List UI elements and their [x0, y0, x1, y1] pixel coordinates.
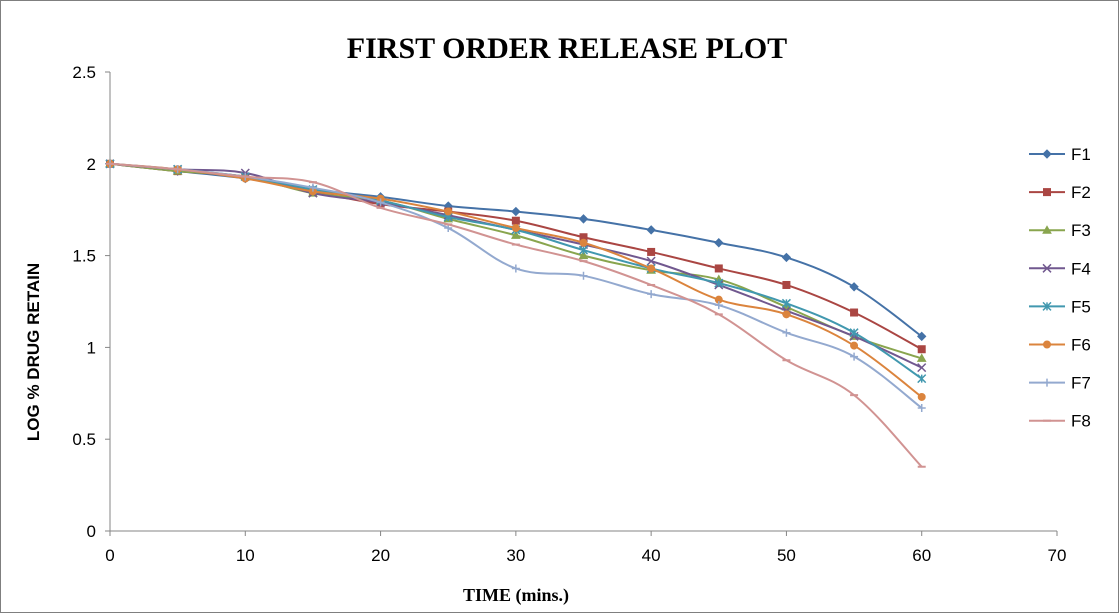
data-point-f1: [511, 206, 521, 217]
data-point-f2: [511, 216, 520, 225]
data-point-f5: [714, 278, 724, 288]
data-point-f1: [646, 225, 656, 235]
legend-label: F1: [1071, 145, 1091, 164]
data-point-f7: [850, 352, 859, 361]
legend-item-f6: F6: [1029, 336, 1091, 355]
data-point-f4: [646, 256, 656, 266]
data-point-f5: [781, 298, 791, 308]
legend-label: F7: [1071, 374, 1091, 393]
data-point-f6: [850, 341, 859, 350]
legend-marker-f6: [1043, 340, 1051, 349]
data-point-f2: [714, 264, 723, 273]
y-tick-label: 1: [87, 338, 96, 357]
data-point-f1: [781, 252, 792, 263]
legend-marker-f5: [1042, 301, 1052, 311]
legend-label: F6: [1071, 336, 1091, 355]
series-f8: [106, 162, 926, 468]
x-tick-label: 50: [777, 546, 796, 565]
series-line-f1: [109, 162, 923, 338]
data-point-f5: [578, 245, 589, 255]
data-point-f7: [376, 198, 385, 207]
series-f7: [106, 159, 926, 412]
legend-label: F3: [1071, 221, 1091, 240]
x-axis-title: TIME (mins.): [463, 585, 569, 606]
legend-label: F2: [1071, 183, 1091, 202]
axes: 0 0.5 1 1.5 2 2.5 0 10 20 30 40 50 60 70: [72, 63, 1066, 565]
data-point-f7: [579, 271, 588, 280]
x-tick-label: 60: [912, 546, 931, 565]
x-tick-label: 30: [506, 546, 525, 565]
legend-marker-f1: [1042, 149, 1052, 159]
legend-item-f8: F8: [1029, 412, 1091, 431]
x-tick-label: 0: [105, 546, 114, 565]
data-point-f2: [850, 308, 859, 317]
data-point-f3: [916, 353, 927, 362]
x-tick-label: 20: [371, 546, 390, 565]
legend-label: F4: [1071, 259, 1091, 278]
y-tick-label: 0.5: [72, 430, 96, 449]
legend-item-f5: F5: [1029, 297, 1091, 316]
data-point-f6: [782, 310, 791, 319]
data-point-f7: [511, 264, 520, 273]
data-point-f7: [308, 183, 317, 192]
x-tick-label: 10: [236, 546, 255, 565]
data-point-f3: [510, 230, 521, 239]
data-point-f7: [647, 290, 656, 299]
legend: F1 F2 F3 F4 F5 F6 F7 F8: [1029, 145, 1091, 431]
legend-item-f2: F2: [1029, 183, 1091, 202]
data-point-f3: [578, 250, 589, 260]
y-tick-label: 0: [87, 522, 96, 541]
data-point-f5: [917, 374, 927, 384]
legend-marker-f7: [1043, 378, 1051, 387]
legend-marker-f4: [1042, 263, 1052, 273]
data-point-f6: [917, 392, 926, 401]
data-point-f6: [647, 264, 656, 273]
data-point-f1: [714, 238, 724, 248]
data-point-f6: [444, 207, 453, 216]
y-tick-label: 1.5: [72, 247, 96, 266]
data-point-f1: [578, 214, 589, 224]
y-tick-label: 2: [87, 155, 96, 174]
data-point-f2: [782, 280, 791, 289]
data-point-f6: [511, 224, 520, 233]
x-tick-label: 70: [1048, 546, 1067, 565]
legend-marker-f3: [1042, 225, 1052, 234]
y-tick-label: 2.5: [72, 63, 96, 82]
legend-label: F5: [1071, 297, 1091, 316]
data-point-f5: [849, 328, 859, 338]
legend-item-f7: F7: [1029, 374, 1091, 393]
data-point-f7: [782, 328, 791, 337]
data-point-f7: [714, 301, 723, 310]
series-f3: [105, 158, 927, 362]
legend-item-f4: F4: [1029, 259, 1091, 278]
series-f6: [106, 159, 926, 401]
plot-area: [105, 158, 927, 468]
series-line-f2: [109, 162, 923, 351]
data-point-f4: [917, 363, 927, 373]
legend-label: F8: [1071, 412, 1091, 431]
y-axis-title: LOG % DRUG RETAIN: [24, 263, 43, 441]
data-point-f6: [579, 238, 588, 247]
series-f2: [106, 159, 926, 354]
data-point-f7: [917, 403, 926, 412]
chart-title: FIRST ORDER RELEASE PLOT: [347, 32, 787, 65]
legend-item-f1: F1: [1029, 145, 1091, 164]
data-point-f2: [917, 345, 926, 354]
x-tick-label: 40: [642, 546, 661, 565]
series-line-f7: [109, 162, 923, 409]
data-point-f2: [647, 247, 656, 256]
legend-item-f3: F3: [1029, 221, 1091, 240]
legend-marker-f2: [1043, 188, 1051, 197]
data-point-f1: [917, 331, 927, 342]
series-line-f6: [109, 162, 923, 398]
data-point-f1: [849, 282, 859, 292]
